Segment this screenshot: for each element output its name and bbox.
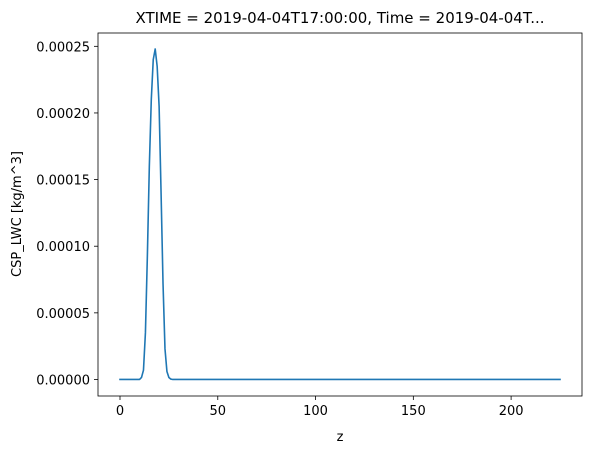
y-tick-label: 0.00020	[36, 107, 90, 122]
series-line	[119, 48, 561, 381]
x-tick-label: 0	[116, 404, 124, 419]
y-tick-label: 0.00005	[36, 307, 90, 322]
y-tick-label: 0.00015	[36, 174, 90, 189]
x-tick-label: 150	[401, 404, 426, 419]
x-tick-label: 100	[303, 404, 328, 419]
y-axis-label: CSP_LWC [kg/m^3]	[10, 151, 25, 277]
y-tick-label: 0.00000	[36, 373, 90, 388]
x-tick-label: 200	[499, 404, 524, 419]
plot-background	[98, 33, 582, 396]
data-layer	[119, 48, 561, 381]
plot-frame	[97, 32, 583, 397]
x-tick-label: 50	[210, 404, 227, 419]
x-axis: 0 50 100 150 200	[116, 396, 524, 419]
y-tick-label: 0.00025	[36, 40, 90, 55]
chart-title: XTIME = 2019-04-04T17:00:00, Time = 2019…	[135, 9, 544, 27]
y-axis: 0.00000 0.00005 0.00010 0.00015 0.00020 0.000…	[36, 40, 98, 388]
x-axis-label: z	[337, 430, 344, 445]
y-tick-label: 0.00010	[36, 240, 90, 255]
